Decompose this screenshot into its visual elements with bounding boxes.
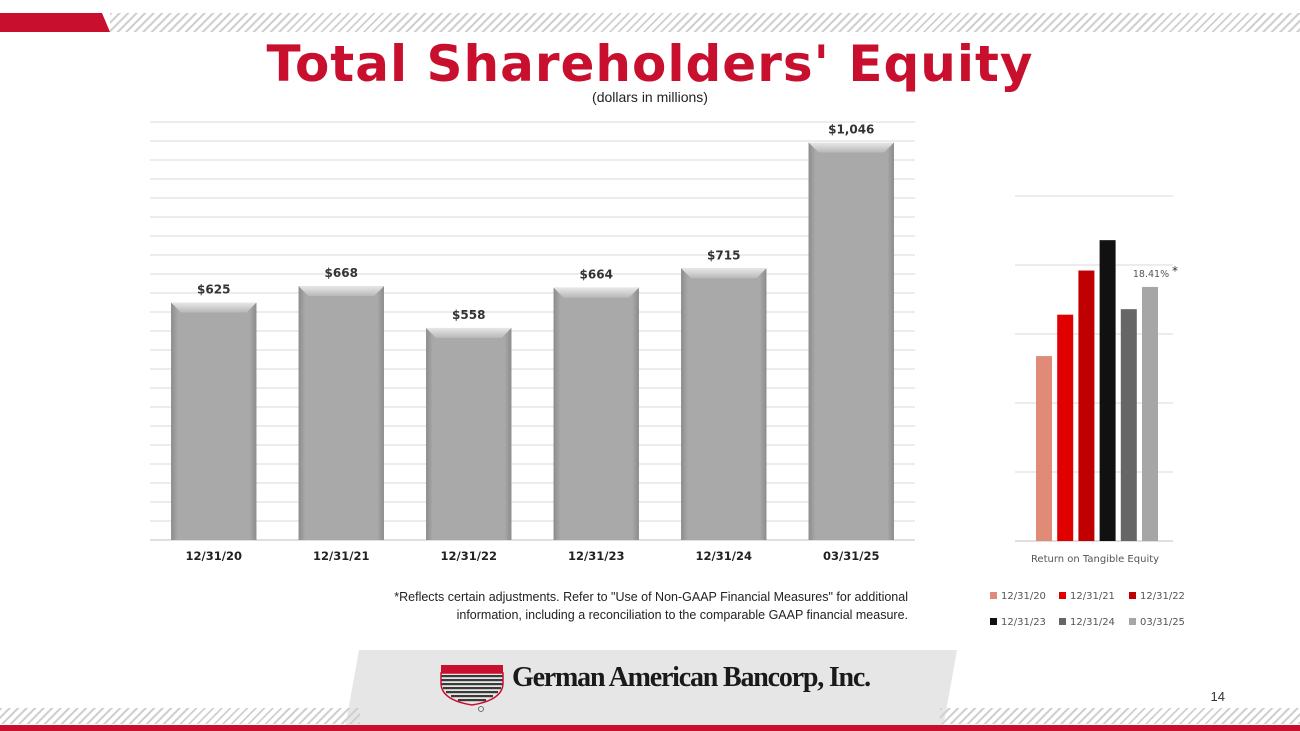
rote-legend-item: 12/31/23 <box>990 617 1046 628</box>
rote-bar <box>1099 240 1116 541</box>
equity-data-label: $715 <box>707 248 740 262</box>
equity-data-label: $668 <box>325 266 358 280</box>
legend-swatch <box>1129 617 1136 625</box>
equity-data-label: $558 <box>452 308 485 322</box>
equity-bar-bevel <box>426 327 512 338</box>
legend-label: 12/31/21 <box>1070 591 1115 602</box>
equity-tick-label: 12/31/23 <box>568 549 624 563</box>
page-number: 14 <box>1210 689 1225 704</box>
rote-legend-item: 12/31/24 <box>1059 617 1115 628</box>
page-subtitle: (dollars in millions) <box>592 89 708 105</box>
equity-tick-label: 12/31/21 <box>313 549 369 563</box>
rote-legend-item: 03/31/25 <box>1129 617 1185 628</box>
legend-label: 12/31/22 <box>1140 591 1185 602</box>
equity-bar-bevel <box>171 302 257 313</box>
legend-label: 12/31/24 <box>1070 617 1115 628</box>
legend-swatch <box>990 617 997 625</box>
equity-bar <box>808 142 894 540</box>
equity-tick-label: 12/31/22 <box>441 549 497 563</box>
company-name: German American Bancorp, Inc. <box>512 662 871 693</box>
equity-bar <box>171 302 257 540</box>
bottom-stripe-band-right <box>940 708 1300 724</box>
equity-bar <box>426 327 512 540</box>
legend-swatch <box>1059 591 1066 599</box>
rote-x-label: Return on Tangible Equity <box>1031 554 1159 565</box>
footnote-line-2: information, including a reconciliation … <box>456 608 908 622</box>
equity-bar-bevel <box>681 268 767 279</box>
rote-data-label: 18.41% <box>1133 269 1169 280</box>
page-title: Total Shareholders' Equity <box>266 35 1034 93</box>
legend-label: 03/31/25 <box>1140 617 1185 628</box>
legend-swatch <box>1059 617 1066 625</box>
equity-data-label: $1,046 <box>828 123 874 137</box>
main-chart-bars: $625 12/31/20 $668 12/31/21 $558 12/31/22 $664… <box>171 123 894 563</box>
main-chart-gridlines <box>150 121 915 522</box>
equity-bar <box>298 286 384 540</box>
rote-bar <box>1078 270 1095 541</box>
rote-legend-item: 12/31/21 <box>1059 591 1115 602</box>
rote-bar <box>1057 314 1074 541</box>
legend-label: 12/31/23 <box>1001 617 1046 628</box>
footnote: *Reflects certain adjustments. Refer to … <box>280 588 908 624</box>
rote-asterisk: * <box>1172 264 1178 278</box>
equity-bar-bevel <box>298 286 384 297</box>
equity-bar <box>681 268 767 540</box>
equity-data-label: $664 <box>580 268 613 282</box>
rote-bar <box>1142 286 1158 541</box>
bottom-red-bar <box>0 725 1300 731</box>
equity-bar-bevel <box>808 142 894 153</box>
top-stripe-band <box>110 13 1300 32</box>
legend-label: 12/31/20 <box>1001 591 1046 602</box>
rote-bar <box>1036 356 1052 541</box>
equity-tick-label: 12/31/20 <box>186 549 242 563</box>
bottom-stripe-band-left <box>0 708 360 724</box>
equity-data-label: $625 <box>197 283 230 297</box>
equity-tick-label: 12/31/24 <box>696 549 752 563</box>
equity-tick-label: 03/31/25 <box>823 549 879 563</box>
legend-swatch <box>1129 591 1136 599</box>
legend-swatch <box>990 591 997 599</box>
top-red-tab <box>0 13 110 32</box>
equity-bar <box>553 287 639 540</box>
rote-legend-item: 12/31/22 <box>1129 591 1185 602</box>
rote-legend-item: 12/31/20 <box>990 591 1046 602</box>
rote-chart-bars: 18.41% * Return on Tangible Equity <box>1031 240 1178 565</box>
footnote-line-1: *Reflects certain adjustments. Refer to … <box>394 590 908 604</box>
equity-bar-bevel <box>553 287 639 298</box>
rote-bar <box>1120 309 1137 541</box>
